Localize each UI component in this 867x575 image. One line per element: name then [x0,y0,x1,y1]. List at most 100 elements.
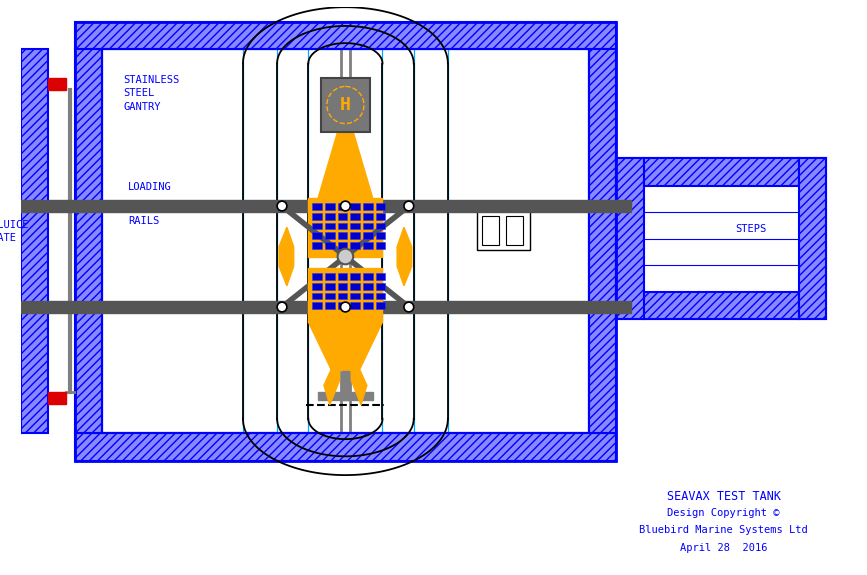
Bar [102,49,589,434]
Bar [75,22,616,461]
Bar [350,213,360,220]
Bar [363,203,373,210]
Text: H: H [340,96,351,114]
Bar [643,292,799,319]
Bar [375,223,386,229]
Text: SLUICE
GATE: SLUICE GATE [0,220,29,243]
Bar [375,213,386,220]
Bar [375,293,386,300]
Circle shape [404,302,414,312]
Bar [350,232,360,239]
Polygon shape [318,132,373,198]
Bar [2,200,631,212]
Bar [312,293,322,300]
Circle shape [341,201,350,211]
Polygon shape [279,227,294,286]
Bar [337,302,348,309]
Text: SEAVAX TEST TANK: SEAVAX TEST TANK [667,490,780,503]
Text: LOADING: LOADING [128,182,172,191]
Bar [337,283,348,290]
Bar [375,283,386,290]
Bar [325,293,335,300]
Bar [309,198,382,257]
Bar [325,242,335,249]
Bar [375,302,386,309]
Bar [350,302,360,309]
Bar [363,283,373,290]
Bar [643,158,799,186]
Bar [312,223,322,229]
Bar [325,203,335,210]
Bar [350,242,360,249]
Bar [481,216,499,245]
Bar [350,203,360,210]
Bar [350,293,360,300]
Bar [616,158,643,319]
Bar [75,22,616,49]
Bar [325,213,335,220]
Bar [337,232,348,239]
Bar [312,232,322,239]
Bar [363,273,373,280]
Bar [363,232,373,239]
Bar [325,273,335,280]
Bar [375,203,386,210]
Bar [325,302,335,309]
Polygon shape [324,351,340,405]
Bar [350,283,360,290]
Bar [309,268,382,322]
Bar [325,223,335,229]
Bar [312,283,322,290]
Circle shape [341,302,350,312]
Bar [375,273,386,280]
Bar [318,392,373,400]
Bar [350,273,360,280]
Bar [363,302,373,309]
Bar [321,78,370,132]
Bar [312,273,322,280]
Bar [363,293,373,300]
Text: STAINLESS
STEEL
GANTRY: STAINLESS STEEL GANTRY [123,75,179,112]
Bar [477,211,531,250]
Bar [337,223,348,229]
Bar [312,242,322,249]
Bar [350,223,360,229]
Bar [21,49,49,434]
Bar [312,213,322,220]
Bar [799,158,826,319]
Bar [102,49,589,434]
Bar [375,232,386,239]
Bar [49,78,66,90]
Circle shape [404,201,414,211]
Bar [363,223,373,229]
Bar [337,213,348,220]
Bar [363,242,373,249]
Bar [325,283,335,290]
Bar [312,302,322,309]
Polygon shape [397,227,412,286]
Bar [75,434,616,461]
Bar [506,216,524,245]
Polygon shape [351,351,367,405]
Bar [3,49,21,117]
Bar [337,203,348,210]
Bar [2,301,631,313]
Bar [3,375,21,434]
Bar [337,273,348,280]
Bar [337,242,348,249]
Bar [363,213,373,220]
Text: Design Copyright ©: Design Copyright © [668,508,779,518]
Bar [75,49,102,434]
Bar [49,392,66,404]
Polygon shape [309,322,382,371]
Bar [589,49,616,434]
Bar [375,242,386,249]
Bar [312,203,322,210]
Circle shape [337,249,353,264]
Bar [337,293,348,300]
Text: Bluebird Marine Systems Ltd: Bluebird Marine Systems Ltd [639,525,808,535]
Text: STEPS: STEPS [736,224,767,234]
Bar [342,371,349,400]
Text: RAILS: RAILS [128,216,160,226]
Circle shape [277,201,287,211]
